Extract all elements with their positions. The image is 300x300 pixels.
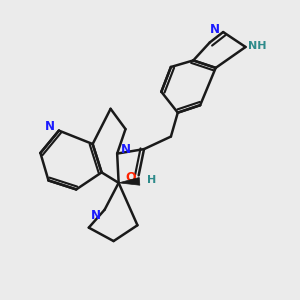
Text: N: N (91, 209, 101, 222)
Text: NH: NH (248, 41, 267, 51)
Text: O: O (126, 171, 136, 184)
Text: H: H (147, 175, 156, 185)
Polygon shape (118, 178, 140, 185)
Text: N: N (121, 142, 131, 156)
Text: N: N (45, 120, 55, 133)
Text: N: N (210, 23, 220, 36)
